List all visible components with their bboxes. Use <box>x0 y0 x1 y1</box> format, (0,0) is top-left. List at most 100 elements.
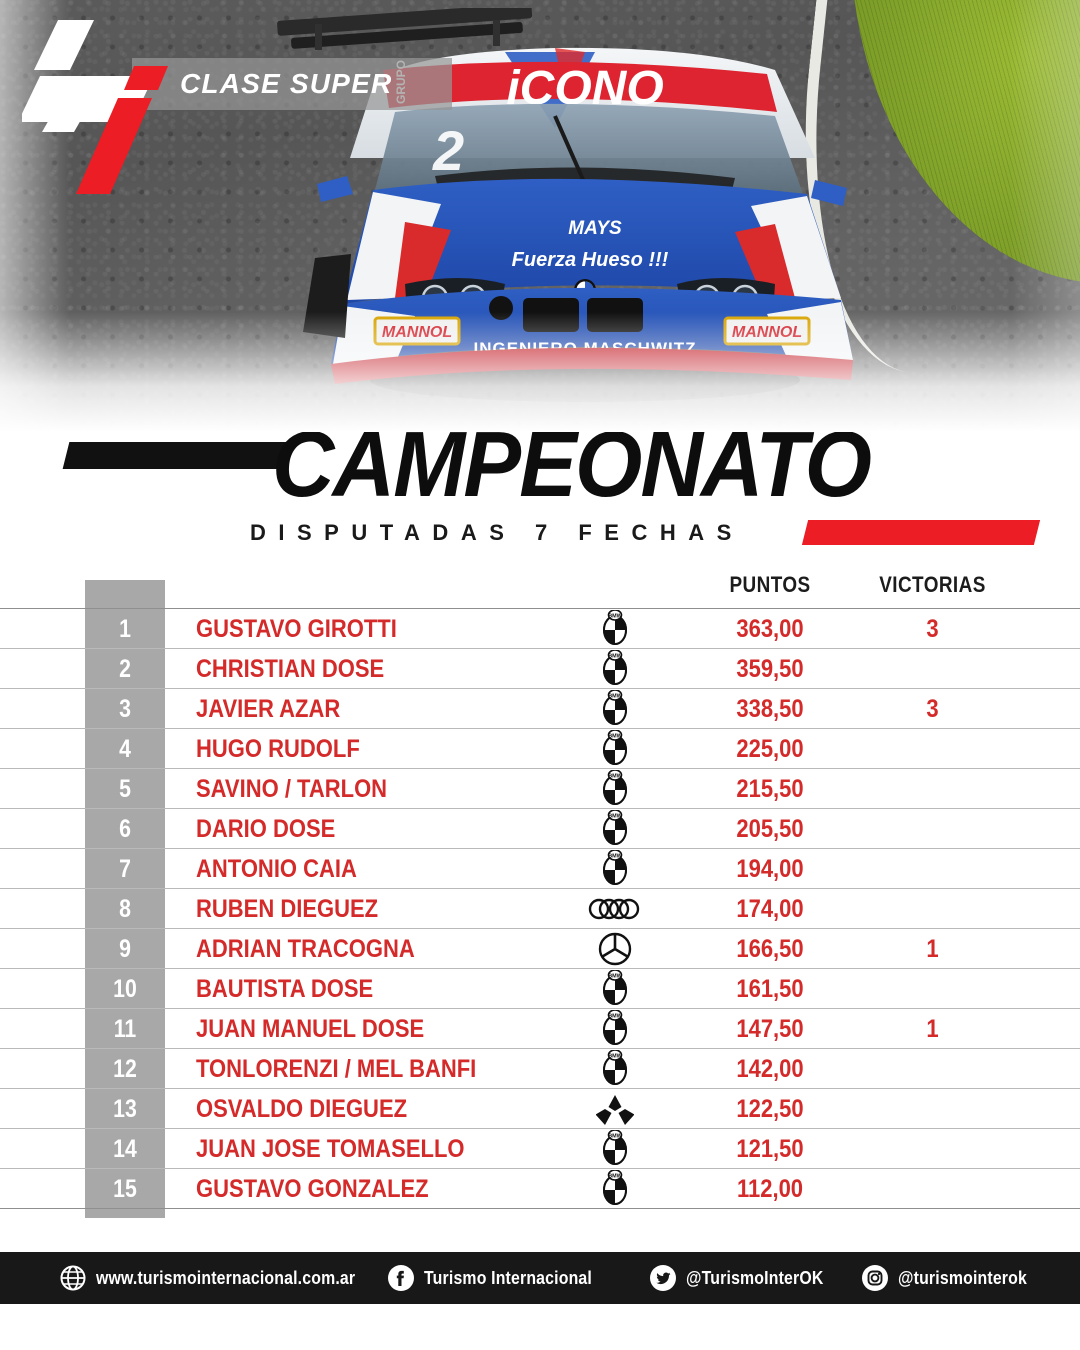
row-rank: 13 <box>113 1094 137 1123</box>
table-header-row: PUNTOS VICTORIAS <box>0 568 1080 608</box>
row-brand-logo: BMW <box>588 689 642 729</box>
row-driver-name: JUAN JOSE TOMASELLO <box>196 1134 465 1163</box>
svg-text:BMW: BMW <box>608 814 622 820</box>
svg-text:BMW: BMW <box>608 1014 622 1020</box>
row-brand-logo: BMW <box>588 809 642 849</box>
row-rank: 8 <box>119 894 131 923</box>
bmw-logo-icon: BMW <box>603 810 627 845</box>
svg-text:BMW: BMW <box>608 774 622 780</box>
svg-text:BMW: BMW <box>608 854 622 860</box>
mercedes-logo-icon <box>598 932 632 966</box>
row-brand-logo: BMW <box>588 769 642 809</box>
bmw-logo-icon: BMW <box>603 1010 627 1045</box>
row-points: 112,00 <box>736 1174 804 1203</box>
bmw-logo-icon: BMW <box>603 1170 627 1205</box>
car-slogan: Fuerza Hueso !!! <box>512 249 669 271</box>
svg-text:BMW: BMW <box>608 654 622 660</box>
row-rank: 4 <box>119 734 131 763</box>
row-wins <box>864 1089 1000 1129</box>
table-row: 11 JUAN MANUEL DOSE BMW 147,50 1 <box>0 1008 1080 1048</box>
mitsubishi-logo-icon <box>596 1095 634 1125</box>
hero-photo: iCONO GRUPO 2 MAYS Fuerza Hueso !!! <box>0 0 1080 432</box>
row-brand-logo: BMW <box>588 1169 642 1209</box>
row-rank: 12 <box>113 1054 137 1083</box>
svg-text:BMW: BMW <box>608 1054 622 1060</box>
row-driver-name: ANTONIO CAIA <box>196 854 357 883</box>
class-banner-label: CLASE SUPER <box>180 68 393 99</box>
row-points: 121,50 <box>736 1134 804 1163</box>
instagram-icon <box>862 1265 888 1291</box>
row-wins: 3 <box>926 694 939 723</box>
row-wins <box>864 889 1000 929</box>
row-rank: 6 <box>119 814 131 843</box>
row-brand-logo: BMW <box>588 729 642 769</box>
standings-table: PUNTOS VICTORIAS 1 GUSTAVO GIROTTI BMW 363,… <box>0 568 1080 1246</box>
row-points: 205,50 <box>736 814 804 843</box>
row-wins <box>864 649 1000 689</box>
row-points: 174,00 <box>736 894 804 923</box>
row-driver-name: JUAN MANUEL DOSE <box>196 1014 425 1043</box>
row-rank: 1 <box>119 614 131 643</box>
footer-facebook[interactable]: Turismo Internacional <box>388 1265 615 1291</box>
table-row: 3 JAVIER AZAR BMW 338,50 3 <box>0 688 1080 728</box>
row-driver-name: JAVIER AZAR <box>196 694 341 723</box>
row-wins <box>864 809 1000 849</box>
bmw-logo-icon: BMW <box>603 730 627 765</box>
footer-facebook-label: Turismo Internacional <box>424 1267 592 1288</box>
row-rank: 2 <box>119 654 131 683</box>
row-rank: 14 <box>113 1134 137 1163</box>
table-row: 14 JUAN JOSE TOMASELLO BMW 121,50 <box>0 1128 1080 1168</box>
title-red-bar <box>801 520 1041 545</box>
row-driver-name: DARIO DOSE <box>196 814 336 843</box>
bmw-logo-icon: BMW <box>603 970 627 1005</box>
row-driver-name: SAVINO / TARLON <box>196 774 388 803</box>
table-row: 1 GUSTAVO GIROTTI BMW 363,00 3 <box>0 608 1080 648</box>
footer-twitter-label: @TurismoInterOK <box>686 1267 824 1288</box>
table-body: 1 GUSTAVO GIROTTI BMW 363,00 3 2 CHRISTIAN DOS… <box>0 608 1080 1208</box>
footer-website-label: www.turismointernacional.com.ar <box>96 1267 356 1288</box>
car-rear-wing <box>277 8 533 50</box>
svg-text:BMW: BMW <box>608 734 622 740</box>
row-points: 225,00 <box>736 734 804 763</box>
row-rank: 5 <box>119 774 131 803</box>
row-wins: 1 <box>926 934 939 963</box>
row-driver-name: GUSTAVO GONZALEZ <box>196 1174 429 1203</box>
footer-twitter[interactable]: @TurismoInterOK <box>650 1265 842 1291</box>
bmw-logo-icon: BMW <box>603 690 627 725</box>
row-brand-logo: BMW <box>588 1129 642 1169</box>
row-rank: 7 <box>119 854 131 883</box>
title-black-bar <box>62 442 292 469</box>
title-block: CAMPEONATO DISPUTADAS 7 FECHAS <box>0 418 1080 554</box>
svg-text:BMW: BMW <box>608 694 622 700</box>
facebook-icon <box>388 1265 414 1291</box>
ti-logo-icon <box>22 14 192 194</box>
svg-text:BMW: BMW <box>608 1134 622 1140</box>
rank-column-band <box>85 580 165 1218</box>
table-row: 9 ADRIAN TRACOGNA 166,50 1 <box>0 928 1080 968</box>
svg-text:BMW: BMW <box>608 974 622 980</box>
footer-website[interactable]: www.turismointernacional.com.ar <box>60 1265 391 1291</box>
bmw-logo-icon: BMW <box>603 850 627 885</box>
table-bottom-rule <box>0 1208 1080 1246</box>
table-row: 4 HUGO RUDOLF BMW 225,00 <box>0 728 1080 768</box>
row-driver-name: CHRISTIAN DOSE <box>196 654 385 683</box>
row-brand-logo: BMW <box>588 609 642 649</box>
row-points: 147,50 <box>736 1014 804 1043</box>
column-header-wins: VICTORIAS <box>879 572 986 597</box>
row-points: 166,50 <box>736 934 804 963</box>
row-rank: 11 <box>113 1014 137 1043</box>
row-wins <box>864 969 1000 1009</box>
page-subtitle: DISPUTADAS 7 FECHAS <box>250 520 744 545</box>
social-footer: www.turismointernacional.com.ar Turismo … <box>0 1252 1080 1304</box>
row-points: 359,50 <box>736 654 804 683</box>
audi-logo-icon <box>588 898 640 920</box>
row-brand-logo: BMW <box>588 969 642 1009</box>
row-rank: 15 <box>113 1174 137 1203</box>
bmw-logo-icon: BMW <box>603 770 627 805</box>
footer-instagram[interactable]: @turismointerok <box>862 1265 1045 1291</box>
row-driver-name: OSVALDO DIEGUEZ <box>196 1094 408 1123</box>
bmw-logo-icon: BMW <box>603 610 627 645</box>
row-brand-logo <box>588 889 642 929</box>
row-wins: 3 <box>926 614 939 643</box>
